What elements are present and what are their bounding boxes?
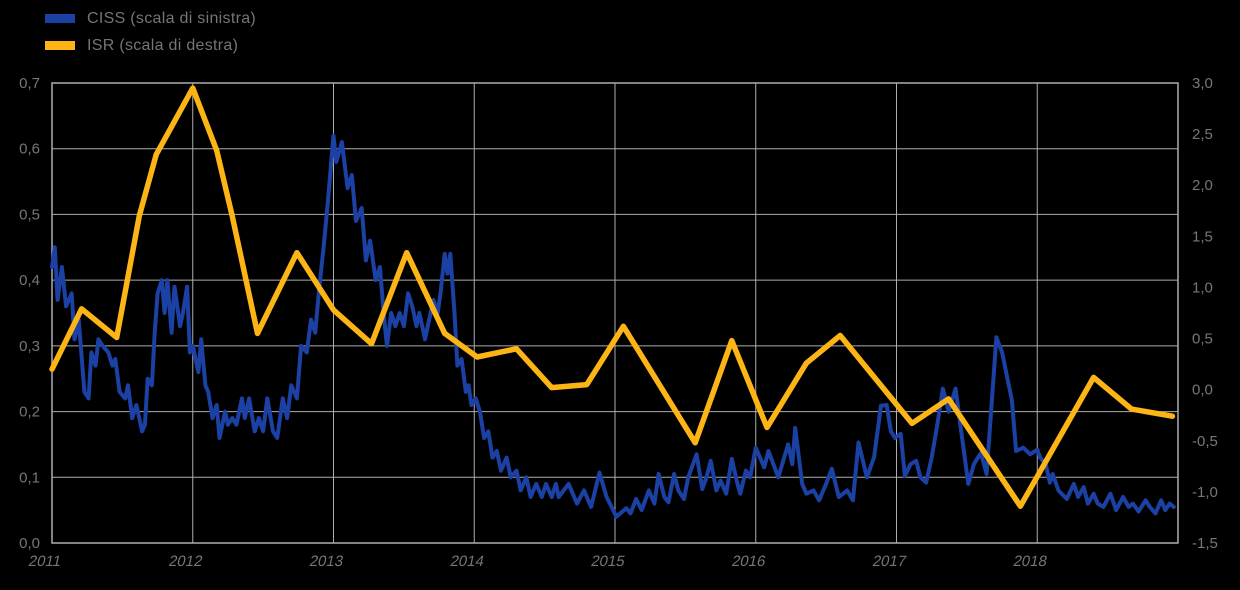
x-axis-tick-label: 2013 [308,553,345,570]
right-axis-tick-label: -0,5 [1192,433,1218,450]
left-axis-tick-label: 0,3 [19,338,40,355]
left-axis-tick-label: 0,7 [19,75,40,92]
right-axis-tick-label: -1,0 [1192,484,1218,501]
x-axis-tick-label: 2017 [871,553,908,570]
x-axis-tick-label: 2018 [1012,553,1049,570]
legend-item-isr: ISR (scala di destra) [45,32,256,59]
legend-item-ciss: CISS (scala di sinistra) [45,5,256,32]
legend-label-ciss: CISS (scala di sinistra) [87,9,257,27]
left-axis-tick-label: 0,0 [19,535,40,552]
ciss-line [50,133,1176,519]
left-axis-tick-label: 0,1 [19,469,40,486]
x-axis-tick-label: 2011 [27,553,63,570]
legend-label-isr: ISR (scala di destra) [87,36,239,54]
right-axis-tick-label: 0,5 [1192,331,1213,348]
x-axis-tick-label: 2015 [589,553,626,570]
right-axis-tick-label: -1,5 [1192,535,1218,552]
x-axis-tick-label: 2014 [449,553,486,570]
legend-swatch-ciss [45,14,75,23]
left-axis-tick-label: 0,5 [19,206,40,223]
right-axis-tick-label: 3,0 [1192,75,1213,92]
right-axis-tick-label: 1,0 [1192,279,1213,296]
right-axis-tick-label: 2,0 [1192,177,1213,194]
chart-legend: CISS (scala di sinistra) ISR (scala di d… [45,5,256,59]
isr-line [49,85,1176,509]
right-axis-tick-label: 2,5 [1192,126,1213,143]
left-axis-tick-label: 0,2 [19,404,40,421]
right-axis-tick-label: 0,0 [1192,382,1213,399]
legend-swatch-isr [45,41,75,50]
plot-border [51,82,1179,544]
x-axis-tick-label: 2016 [730,553,767,570]
left-axis-tick-label: 0,6 [19,141,40,158]
right-axis-tick-label: 1,5 [1192,228,1213,245]
left-axis-tick-label: 0,4 [19,272,40,289]
x-axis-tick-label: 2012 [167,553,204,570]
